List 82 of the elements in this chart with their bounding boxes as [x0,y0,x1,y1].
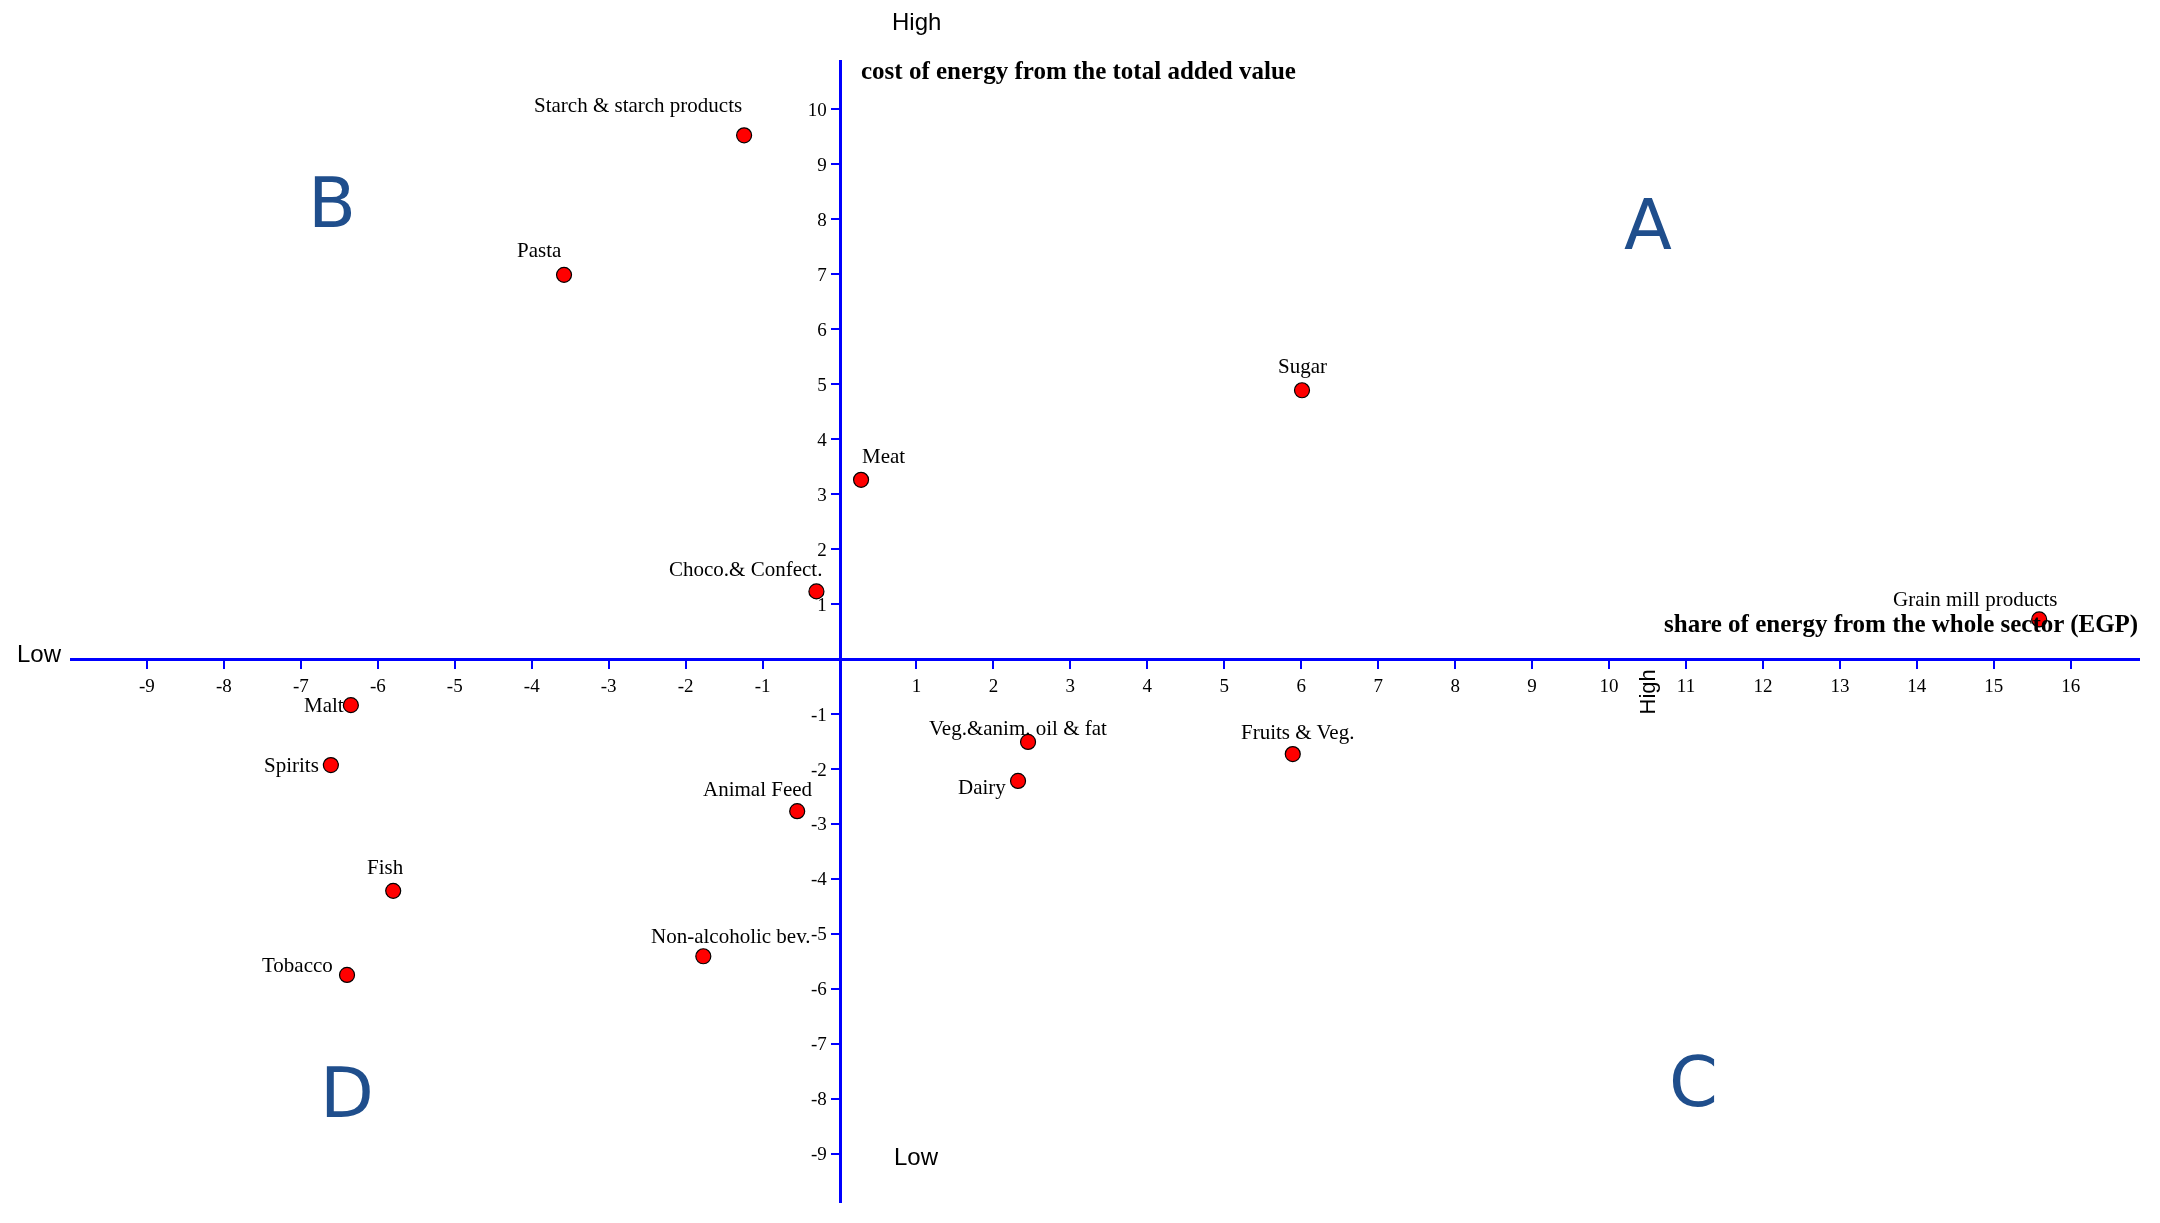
x-tick-label: 14 [1907,674,1927,696]
x-tick-label: 16 [2061,674,2081,696]
y-tick-label: -8 [810,1088,827,1110]
x-tick-label: -7 [292,674,309,696]
x-tick-label: -1 [754,674,771,696]
annotation: A [1624,184,1672,266]
x-tick-label: 7 [1373,674,1383,696]
annotation: B [308,162,357,244]
annotation: Pasta [517,238,563,262]
x-tick-label: 13 [1830,674,1850,696]
x-tick-label: 15 [1984,674,2004,696]
y-tick-label: 7 [817,263,827,285]
annotation: Grain mill products [1893,587,2058,611]
point [385,882,402,899]
point [338,966,356,984]
point [1009,772,1027,790]
point [1293,382,1311,399]
point [695,948,712,965]
y-tick-label: -2 [810,758,827,780]
x-tick-label: -2 [677,674,694,696]
y-tick-label: 9 [817,154,827,176]
x-tick-label: -3 [600,674,617,696]
x-tick-label: 3 [1065,674,1076,696]
annotation: Starch & starch products [534,93,743,117]
y-tick-label: -3 [810,813,827,835]
point [1284,745,1301,763]
point [852,471,870,488]
x-tick-label: -6 [369,674,386,696]
y-tick-label: -6 [810,978,827,1000]
x-axis-title: share of energy from the whole sector (EGP) [1664,610,2139,638]
y-tick-label: -5 [810,923,827,945]
x-tick-label: 6 [1296,674,1306,696]
text: Low [17,640,62,667]
annotation: Fruits & Veg. [1241,720,1355,744]
x-tick-label: -8 [215,674,232,696]
point [322,756,339,774]
annotation: Veg.&anim. oil & fat [929,716,1108,740]
annotation: Dairy [958,775,1007,799]
y-tick-label: 4 [817,428,828,450]
y-tick-label: 1 [817,593,827,615]
x-tick-label: 8 [1450,674,1460,696]
annotation: Spirits [264,753,319,777]
annotation: D [320,1052,374,1134]
x-tick-label: 4 [1142,674,1153,696]
y-tick-label: -4 [810,868,828,890]
annotation: Malt [304,693,344,717]
y-tick-label: 6 [817,318,827,340]
x-tick-label: 9 [1527,674,1537,696]
x-tick-label: -4 [523,674,541,696]
annotation: High [1634,669,1660,715]
annotation: Meat [862,444,906,468]
annotation: Animal Feed [703,777,813,801]
y-axis-title: cost of energy from the total added value [861,57,1296,84]
annotation: Sugar [1278,354,1327,378]
x-tick-label: 5 [1219,674,1230,696]
y-tick-label: 2 [817,538,827,560]
point [736,127,753,144]
annotation: C [1669,1041,1718,1123]
annotation: Choco.& Confect. [669,557,823,581]
annotation: Fish [367,855,404,879]
x-tick-label: 12 [1753,674,1773,696]
x-tick-label: 2 [988,674,999,696]
annotation: Low [894,1143,939,1170]
point [808,583,825,600]
y-tick-label: 8 [817,209,827,231]
x-tick-label: 10 [1599,674,1619,696]
point [555,266,573,283]
y-tick-label: -7 [810,1033,827,1055]
x-tick-label: 11 [1676,674,1696,696]
y-tick-label: 3 [817,483,827,505]
x-tick-label: -5 [446,674,463,696]
text: High [892,8,942,35]
annotation: Non-alcoholic bev. [651,924,811,948]
y-tick-label: -9 [810,1143,827,1165]
x-tick-label: 1 [911,674,922,696]
annotation: Tobacco [262,953,333,977]
point [342,697,359,714]
y-tick-label: 10 [807,99,827,121]
point [789,803,806,820]
x-tick-label: -9 [139,674,155,696]
y-tick-label: 5 [817,373,827,395]
y-tick-label: -1 [810,703,827,725]
